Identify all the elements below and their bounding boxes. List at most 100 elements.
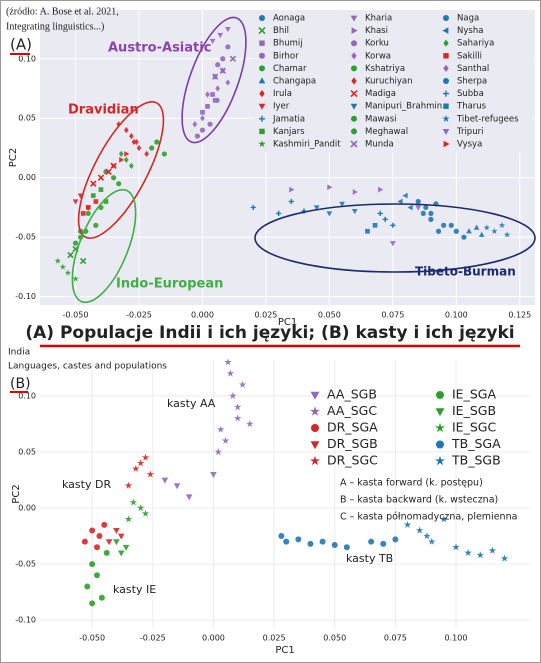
- data-point: [72, 275, 79, 282]
- data-point: [397, 198, 403, 205]
- data-point: [215, 97, 221, 104]
- data-point: [428, 216, 434, 222]
- data-point: [295, 536, 302, 543]
- x-tick-label: 0.100: [445, 311, 468, 320]
- y-tick-label: -0.05: [15, 560, 36, 569]
- data-point: [288, 198, 294, 205]
- y-tick-label: -0.10: [15, 292, 36, 301]
- x-tick-label: 0.100: [445, 634, 468, 643]
- y-axis-label: PC2: [11, 484, 22, 503]
- legend-label: Tibet-refugees: [456, 114, 519, 124]
- data-point: [119, 157, 125, 163]
- data-point: [96, 533, 103, 540]
- x-tick-label: 0.025: [254, 311, 277, 320]
- data-point: [209, 38, 216, 45]
- legend-marker: [442, 129, 450, 135]
- x-tick-label: 0.000: [191, 311, 214, 320]
- y-axis-label: PC2: [8, 148, 19, 167]
- x-tick-label: -0.025: [140, 634, 166, 643]
- data-point: [380, 540, 387, 547]
- legend-marker: [259, 90, 265, 98]
- data-point: [205, 104, 210, 109]
- data-point: [276, 210, 282, 217]
- data-point: [192, 121, 198, 128]
- legend-label: DR_SGB: [327, 436, 378, 451]
- data-point: [200, 109, 205, 115]
- data-point: [378, 186, 384, 193]
- data-point: [59, 263, 67, 270]
- data-point: [313, 205, 320, 211]
- data-point: [224, 358, 232, 366]
- data-point: [141, 453, 150, 461]
- data-point: [103, 549, 110, 556]
- data-point: [224, 26, 231, 33]
- note: C – kasta półnomadyczna, plemienna: [340, 512, 517, 523]
- legend-marker: [258, 103, 266, 110]
- group-ellipse: [77, 100, 165, 240]
- legend-marker: [442, 114, 450, 122]
- y-tick-label: -0.10: [15, 616, 36, 625]
- data-point: [93, 199, 99, 204]
- data-point: [205, 91, 210, 98]
- data-point: [215, 62, 221, 68]
- legend-label: Korku: [365, 39, 389, 49]
- legend-label: Munda: [365, 140, 394, 150]
- data-point: [415, 198, 421, 205]
- legend-marker: [259, 128, 265, 135]
- data-point: [402, 192, 408, 199]
- data-point: [476, 551, 484, 559]
- data-point: [79, 257, 87, 265]
- legend-label: Khasi: [365, 26, 388, 36]
- data-point: [491, 227, 498, 234]
- data-point: [105, 539, 113, 546]
- legend-marker: [442, 27, 449, 34]
- data-point: [194, 133, 200, 139]
- y-tick-label: 0.10: [18, 391, 36, 400]
- y-tick-label: 0.10: [18, 54, 36, 63]
- legend-marker: [443, 64, 449, 72]
- legend-marker: [351, 128, 357, 135]
- legend-marker: [259, 52, 265, 59]
- legend-label: Tripuri: [456, 127, 483, 137]
- plot-area: [40, 360, 530, 628]
- data-point: [113, 539, 120, 546]
- data-point: [72, 199, 79, 205]
- legend-label: AA_SGB: [327, 387, 377, 402]
- group-ellipse: [71, 188, 137, 304]
- group-ellipse: [181, 16, 247, 144]
- legend-marker: [259, 65, 265, 72]
- data-point: [90, 193, 96, 198]
- data-point: [289, 186, 295, 193]
- data-point: [84, 583, 91, 590]
- annotation: kasty IE: [113, 583, 156, 596]
- data-point: [116, 121, 122, 128]
- data-point: [415, 526, 424, 534]
- legend-label: DR_SGC: [327, 453, 378, 468]
- data-point: [420, 210, 426, 217]
- legend-label: Subba: [457, 89, 484, 99]
- annotation: Austro-Asiatic: [108, 41, 211, 56]
- annotation: kasty AA: [167, 397, 216, 410]
- data-point: [111, 162, 117, 169]
- data-point: [123, 127, 129, 134]
- legend-label: Kashmiri_Pandit: [273, 140, 341, 150]
- data-point: [217, 32, 224, 39]
- data-point: [98, 594, 105, 601]
- group-ellipse: [254, 203, 536, 273]
- x-axis-label: PC1: [275, 645, 294, 656]
- data-point: [466, 228, 472, 234]
- legend-marker: [310, 391, 320, 400]
- legend-label: TB_SGA: [451, 436, 501, 451]
- data-point: [129, 132, 134, 140]
- note: A – kasta forward (k. postępu): [340, 478, 483, 489]
- data-point: [435, 228, 442, 234]
- legend-label: DR_SGA: [327, 420, 378, 435]
- data-point: [351, 208, 358, 215]
- legend-marker: [350, 103, 358, 110]
- legend-label: Nysha: [457, 26, 483, 36]
- data-point: [423, 532, 431, 540]
- data-point: [307, 540, 314, 547]
- data-point: [101, 521, 108, 528]
- data-point: [113, 528, 120, 535]
